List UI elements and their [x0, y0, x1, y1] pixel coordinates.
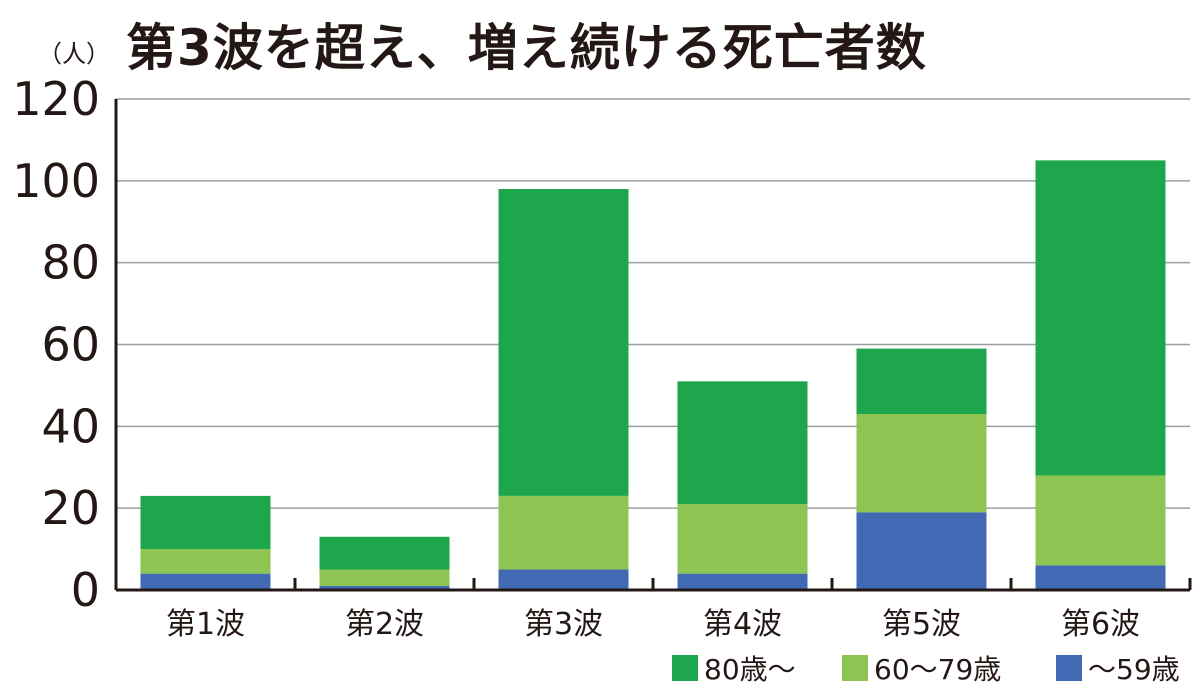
legend-swatch [1056, 655, 1082, 681]
bar-segment [319, 585, 450, 590]
y-tick-label: 80 [41, 236, 100, 290]
bar-segment [856, 414, 987, 513]
bar-segment [319, 536, 450, 570]
legend-swatch [842, 655, 868, 681]
legend-item: 60～79歳 [842, 648, 1001, 688]
bar-segment [498, 189, 629, 496]
y-tick-label: 60 [41, 318, 100, 372]
bar-segment [856, 348, 987, 415]
y-tick-label: 40 [41, 399, 100, 453]
y-tick-label: 120 [12, 72, 100, 126]
bar-segment [1035, 160, 1166, 476]
legend-label: 60～79歳 [874, 653, 1002, 686]
legend-item: 80歳～ [672, 648, 796, 688]
bar-segment [319, 569, 450, 586]
x-tick-label: 第4波 [703, 607, 782, 642]
bar-segment [498, 569, 629, 590]
bar-segment [1035, 475, 1166, 566]
legend-label: 80歳～ [704, 653, 796, 686]
legend-item: ～59歳 [1056, 648, 1180, 688]
bar-segment [677, 381, 808, 505]
bar-segment [1035, 565, 1166, 590]
bar-segment [140, 495, 271, 550]
y-tick-label: 0 [71, 563, 100, 617]
bar-segment [856, 512, 987, 590]
bar-segment [498, 495, 629, 570]
x-tick-label: 第1波 [166, 607, 245, 642]
y-axis-unit: （人） [38, 40, 110, 68]
chart-title: 第3波を超え、増え続ける死亡者数 [126, 19, 927, 77]
bar-segment [140, 549, 271, 574]
y-tick-label: 100 [12, 154, 100, 208]
x-tick-label: 第5波 [882, 607, 961, 642]
x-tick-label: 第3波 [524, 607, 603, 642]
bar-segment [677, 573, 808, 590]
x-tick-label: 第2波 [345, 607, 424, 642]
bar-segment [140, 573, 271, 590]
x-tick-label: 第6波 [1061, 607, 1140, 642]
legend-swatch [672, 655, 698, 681]
y-tick-label: 20 [41, 481, 100, 535]
legend-label: ～59歳 [1088, 653, 1180, 686]
bar-segment [677, 504, 808, 574]
